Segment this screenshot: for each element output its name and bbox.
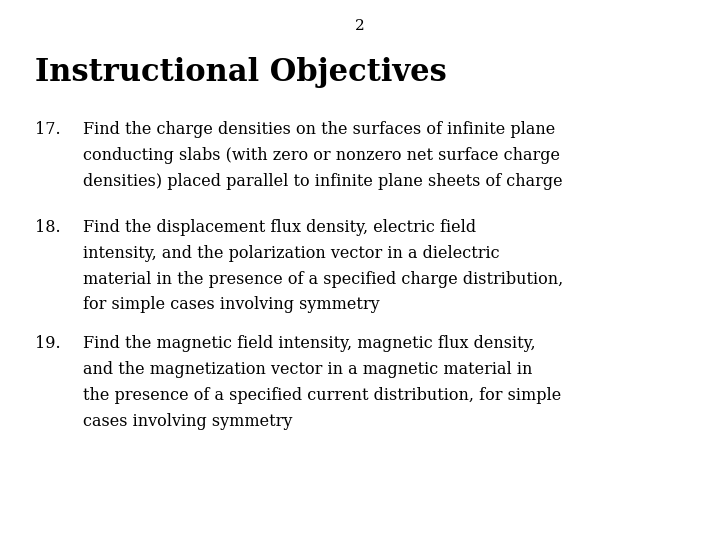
Text: material in the presence of a specified charge distribution,: material in the presence of a specified … [83, 271, 563, 287]
Text: densities) placed parallel to infinite plane sheets of charge: densities) placed parallel to infinite p… [83, 173, 562, 190]
Text: 17.: 17. [35, 122, 60, 138]
Text: 2: 2 [355, 19, 365, 33]
Text: 19.: 19. [35, 335, 60, 352]
Text: 18.: 18. [35, 219, 60, 235]
Text: Instructional Objectives: Instructional Objectives [35, 57, 446, 87]
Text: for simple cases involving symmetry: for simple cases involving symmetry [83, 296, 379, 313]
Text: Find the charge densities on the surfaces of infinite plane: Find the charge densities on the surface… [83, 122, 555, 138]
Text: intensity, and the polarization vector in a dielectric: intensity, and the polarization vector i… [83, 245, 500, 261]
Text: Find the magnetic field intensity, magnetic flux density,: Find the magnetic field intensity, magne… [83, 335, 536, 352]
Text: Find the displacement flux density, electric field: Find the displacement flux density, elec… [83, 219, 476, 235]
Text: cases involving symmetry: cases involving symmetry [83, 413, 292, 429]
Text: and the magnetization vector in a magnetic material in: and the magnetization vector in a magnet… [83, 361, 532, 377]
Text: conducting slabs (with zero or nonzero net surface charge: conducting slabs (with zero or nonzero n… [83, 147, 560, 164]
Text: the presence of a specified current distribution, for simple: the presence of a specified current dist… [83, 387, 561, 403]
